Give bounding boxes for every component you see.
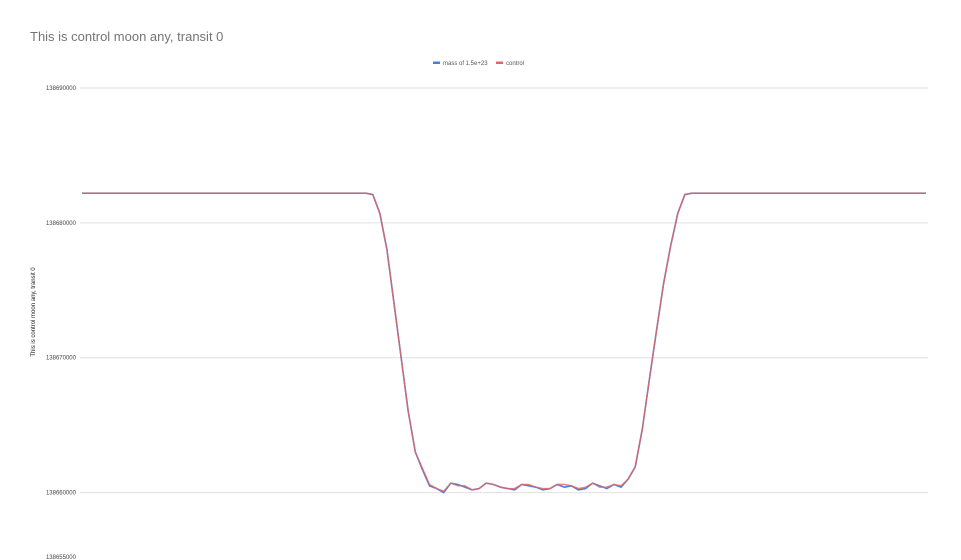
y-tick-label: 138655000 [46, 555, 77, 560]
y-tick-label: 138680000 [46, 221, 77, 227]
legend-label: mass of 1.5e+23 [443, 61, 488, 67]
y-axis-label: This is control moon any, transit 0 [31, 267, 37, 357]
legend-swatch [433, 61, 440, 64]
y-tick-label: 138690000 [46, 86, 77, 92]
series-lines [82, 192, 926, 494]
y-tick-label: 138670000 [46, 356, 77, 362]
series-line-control [82, 192, 926, 492]
y-tick-label: 138660000 [46, 491, 77, 497]
series-line-mass [82, 192, 926, 494]
gridlines [80, 87, 928, 494]
legend-label: control [506, 61, 524, 67]
chart-title: This is control moon any, transit 0 [30, 29, 224, 44]
legend-swatch [496, 61, 503, 64]
legend: mass of 1.5e+23 control [433, 61, 524, 67]
y-axis-ticks: 138690000 138680000 138670000 138660000 1386… [46, 86, 77, 560]
